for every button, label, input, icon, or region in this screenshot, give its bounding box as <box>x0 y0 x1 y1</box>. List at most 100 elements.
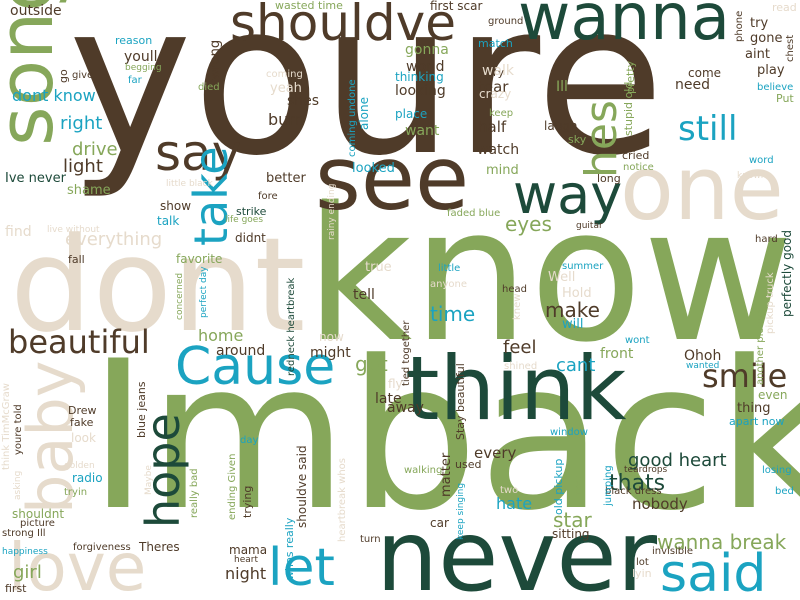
cloud-word-give: give <box>72 70 94 81</box>
cloud-word-true: true <box>365 260 392 275</box>
cloud-word-notice: notice <box>623 162 654 173</box>
cloud-word-bed: bed <box>775 486 794 497</box>
cloud-word-strike: strike <box>236 205 267 218</box>
cloud-word-gone: gone <box>750 31 783 46</box>
cloud-word-better: better <box>266 171 306 186</box>
cloud-word-fly: fly <box>388 377 403 391</box>
cloud-word-put: Put <box>776 92 794 105</box>
cloud-word-looking: looking <box>395 83 446 99</box>
cloud-word-think: think <box>405 337 627 440</box>
cloud-word-stupid-old: stupid old <box>622 81 635 136</box>
cloud-word-strong-ill: strong Ill <box>2 528 46 539</box>
cloud-word-keep-singing: keep singing <box>456 482 466 540</box>
cloud-word-stay-beautiful: Stay beautiful <box>454 363 467 440</box>
cloud-word-place: place <box>395 107 428 121</box>
cloud-word-keep: keep <box>489 108 514 119</box>
cloud-word-shame: shame <box>67 183 111 198</box>
cloud-word-favorite: favorite <box>176 252 223 266</box>
cloud-word-losing: losing <box>762 465 792 476</box>
cloud-word-sky: sky <box>568 133 587 146</box>
cloud-word-ive-never: Ive never <box>5 171 66 186</box>
cloud-word-around: around <box>216 343 266 359</box>
cloud-word-asking: asking <box>13 470 23 500</box>
cloud-word-yeah: yeah <box>270 81 302 96</box>
cloud-word-whos-really: whos really <box>283 517 296 580</box>
cloud-word-imback: Imback <box>88 318 800 556</box>
cloud-word-nobody: nobody <box>632 495 688 513</box>
cloud-word-thing: thing <box>737 401 771 416</box>
cloud-word-still: still <box>678 109 738 149</box>
cloud-word-talk: talk <box>157 214 180 228</box>
cloud-word-read: read <box>772 1 797 14</box>
cloud-word-alone: alone <box>357 96 371 130</box>
cloud-word-walk: walk <box>482 63 515 79</box>
cloud-word-aint: aint <box>745 47 770 62</box>
cloud-word-wasted-time: wasted time <box>275 0 343 12</box>
cloud-word-fall: fall <box>68 253 85 266</box>
cloud-word-star: star <box>553 508 592 532</box>
cloud-word-summer: summer <box>562 261 604 272</box>
cloud-word-cant: cant <box>556 355 596 376</box>
cloud-word-tear: tear <box>478 78 509 96</box>
cloud-word-pickup-truck: pickup truck <box>765 272 776 334</box>
cloud-word-will: will <box>562 317 584 332</box>
cloud-word-say: say <box>155 124 242 182</box>
cloud-word-now: now <box>319 330 344 344</box>
cloud-word-forgiveness: forgiveness <box>73 542 131 553</box>
cloud-word-night: night <box>225 564 267 583</box>
cloud-word-head: head <box>502 284 527 295</box>
cloud-word-drive: drive <box>72 139 118 160</box>
cloud-word-shouldve-said: shouldve said <box>295 445 309 528</box>
cloud-word-concerned: concerned <box>175 272 185 320</box>
cloud-word-word: word <box>749 155 774 166</box>
cloud-word-lot: lot <box>636 557 649 568</box>
cloud-word-maybe: Maybe <box>144 465 154 495</box>
cloud-word-never: never <box>376 500 657 600</box>
cloud-word-live-without: live without <box>47 225 100 235</box>
cloud-word-good-heart: good heart <box>628 450 727 471</box>
cloud-word-right: right <box>60 113 103 134</box>
cloud-word-known: known <box>737 171 767 181</box>
cloud-word-teardrops: teardrops <box>624 465 668 475</box>
cloud-word-turn: turn <box>360 534 381 545</box>
cloud-word-radio: radio <box>72 471 103 485</box>
cloud-word-well: Well <box>548 270 576 285</box>
cloud-word-reason: reason <box>115 34 153 47</box>
cloud-word-knew: knew <box>512 293 523 320</box>
cloud-word-picture: picture <box>20 518 55 529</box>
cloud-word-know: know <box>305 167 794 383</box>
cloud-word-time: time <box>430 302 476 326</box>
cloud-word-come: come <box>688 66 722 80</box>
cloud-word-first: first <box>5 582 27 595</box>
cloud-word-burn: burn <box>268 110 305 129</box>
cloud-word-day: day <box>240 435 259 446</box>
cloud-word-perfectly-good: perfectly good <box>780 229 794 317</box>
cloud-word-tell: tell <box>353 287 375 303</box>
cloud-word-find: find <box>5 224 32 240</box>
cloud-word-car: car <box>430 516 449 530</box>
cloud-word-every: every <box>474 444 517 462</box>
cloud-word-watch: watch <box>477 142 520 158</box>
cloud-word-even: even <box>758 388 788 402</box>
cloud-word-wanted: wanted <box>686 361 720 371</box>
cloud-word-golden: golden <box>64 461 95 471</box>
cloud-word-tied-together: tied together <box>401 320 412 386</box>
cloud-word-everything: everything <box>65 229 163 250</box>
cloud-word-laugh: laugh <box>544 119 578 133</box>
cloud-word-redneck-heartbreak: redneck heartbreak <box>286 277 297 376</box>
cloud-word-home: home <box>198 326 244 345</box>
cloud-word-happiness: happiness <box>2 547 48 557</box>
cloud-word-smile: smile <box>702 357 788 395</box>
cloud-word-youll: youll <box>124 49 158 65</box>
cloud-word-used: used <box>455 458 482 471</box>
cloud-word-go: go <box>57 69 70 83</box>
cloud-word-dont: dont <box>10 209 306 361</box>
cloud-word-make: make <box>545 298 600 322</box>
cloud-word-didnt: didnt <box>235 231 266 245</box>
cloud-word-apart-now: apart now <box>729 415 785 428</box>
cloud-word-play: play <box>757 63 785 78</box>
cloud-word-shes: shes <box>287 93 320 109</box>
cloud-word-might: might <box>310 345 351 361</box>
cloud-word-shouldve: shouldve <box>230 0 457 52</box>
cloud-word-drew: Drew <box>68 404 97 417</box>
